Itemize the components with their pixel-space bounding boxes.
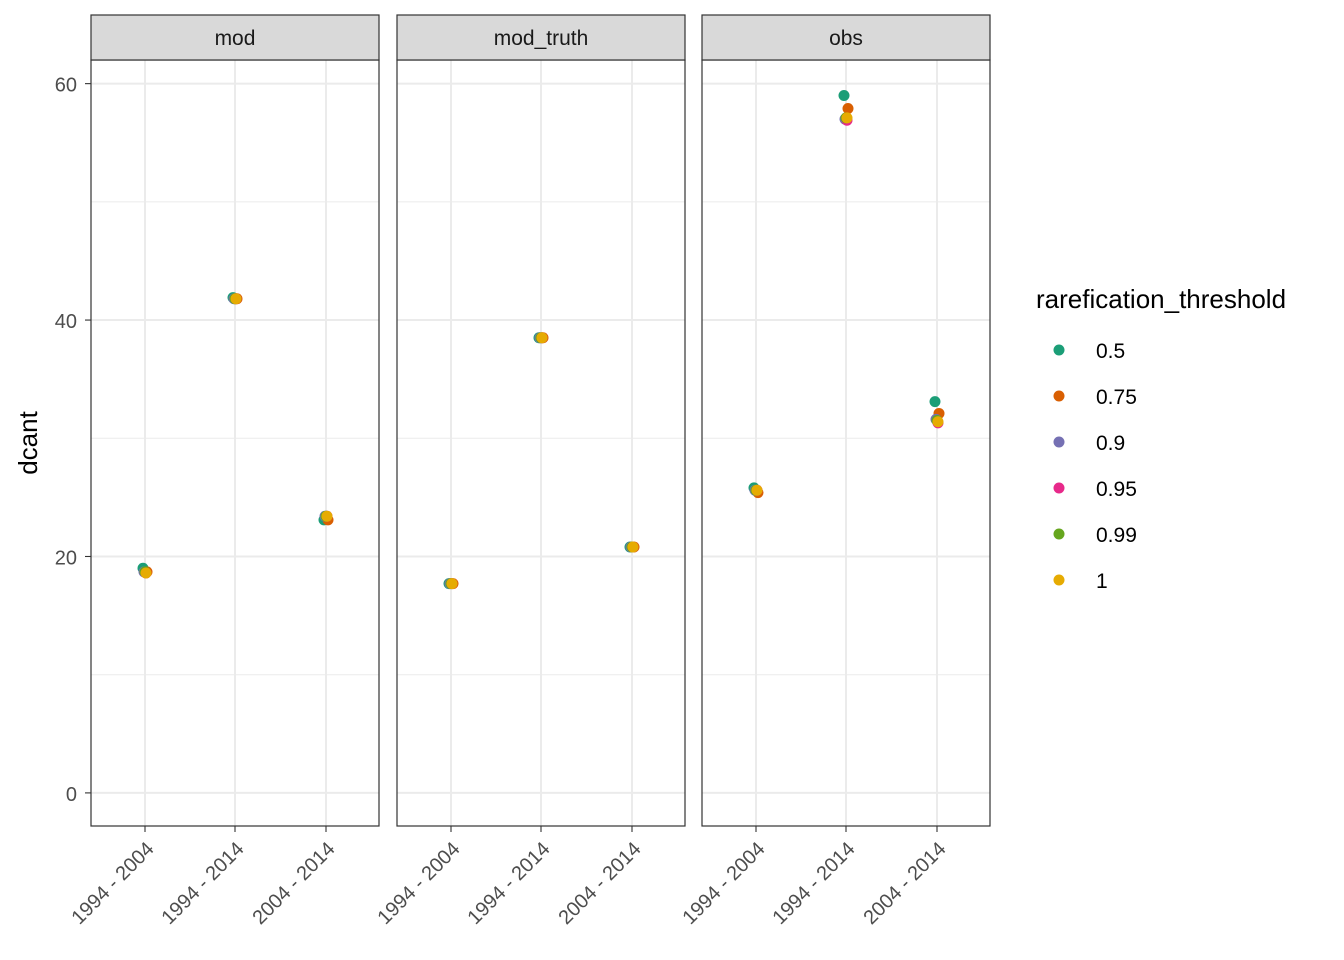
data-point-1	[230, 293, 242, 305]
x-tick-label: 2004 - 2014	[554, 838, 645, 929]
legend-label: 1	[1096, 570, 1108, 593]
y-axis: 0 20 40 60	[55, 75, 91, 806]
data-point-1	[841, 112, 853, 124]
legend-label: 0.99	[1096, 524, 1137, 547]
data-point-0-5	[929, 396, 941, 408]
data-point-1	[321, 510, 333, 522]
x-tick-label: 1994 - 2014	[157, 838, 248, 929]
legend: rarefication_threshold 0.5 0.75 0.9 0.95 0.9…	[1036, 284, 1286, 593]
facet-strip-label: mod	[215, 27, 256, 50]
legend-key-1	[1053, 574, 1065, 586]
x-tick-label: 1994 - 2004	[678, 838, 769, 929]
legend-label: 0.9	[1096, 432, 1125, 455]
x-tick-label: 1994 - 2014	[768, 838, 859, 929]
y-tick-label: 0	[66, 784, 77, 806]
legend-key-0-75	[1053, 390, 1065, 402]
legend-title: rarefication_threshold	[1036, 284, 1286, 314]
y-tick-label: 20	[55, 547, 77, 569]
data-point-0-75	[842, 102, 854, 114]
x-tick-label: 1994 - 2014	[463, 838, 554, 929]
data-point-1	[932, 416, 944, 428]
facet-strip-label: obs	[829, 27, 863, 50]
x-tick-label: 2004 - 2014	[859, 838, 950, 929]
x-tick-label: 2004 - 2014	[248, 838, 339, 929]
facet-strip	[90, 14, 380, 61]
data-point-1	[140, 567, 152, 579]
legend-keys: 0.5 0.75 0.9 0.95 0.99 1	[1053, 340, 1137, 593]
legend-key-0-95	[1053, 482, 1065, 494]
legend-key-0-9	[1053, 436, 1065, 448]
facet-strip	[396, 14, 686, 61]
data-point-0-5	[838, 89, 850, 101]
x-tick-label: 1994 - 2004	[67, 838, 158, 929]
x-tick-label: 1994 - 2004	[373, 838, 464, 929]
data-point-1	[627, 541, 639, 553]
legend-label: 0.75	[1096, 386, 1137, 409]
y-axis-title: dcant	[13, 410, 43, 474]
facet-strip	[701, 14, 991, 61]
data-point-1	[751, 484, 763, 496]
legend-label: 0.5	[1096, 340, 1125, 363]
facet-strip-label: mod_truth	[494, 27, 589, 50]
data-point-1	[446, 578, 458, 590]
data-point-1	[536, 332, 548, 344]
legend-key-0-5	[1053, 344, 1065, 356]
legend-key-0-99	[1053, 528, 1065, 540]
legend-label: 0.95	[1096, 478, 1137, 501]
y-tick-label: 60	[55, 75, 77, 97]
y-tick-label: 40	[55, 311, 77, 333]
